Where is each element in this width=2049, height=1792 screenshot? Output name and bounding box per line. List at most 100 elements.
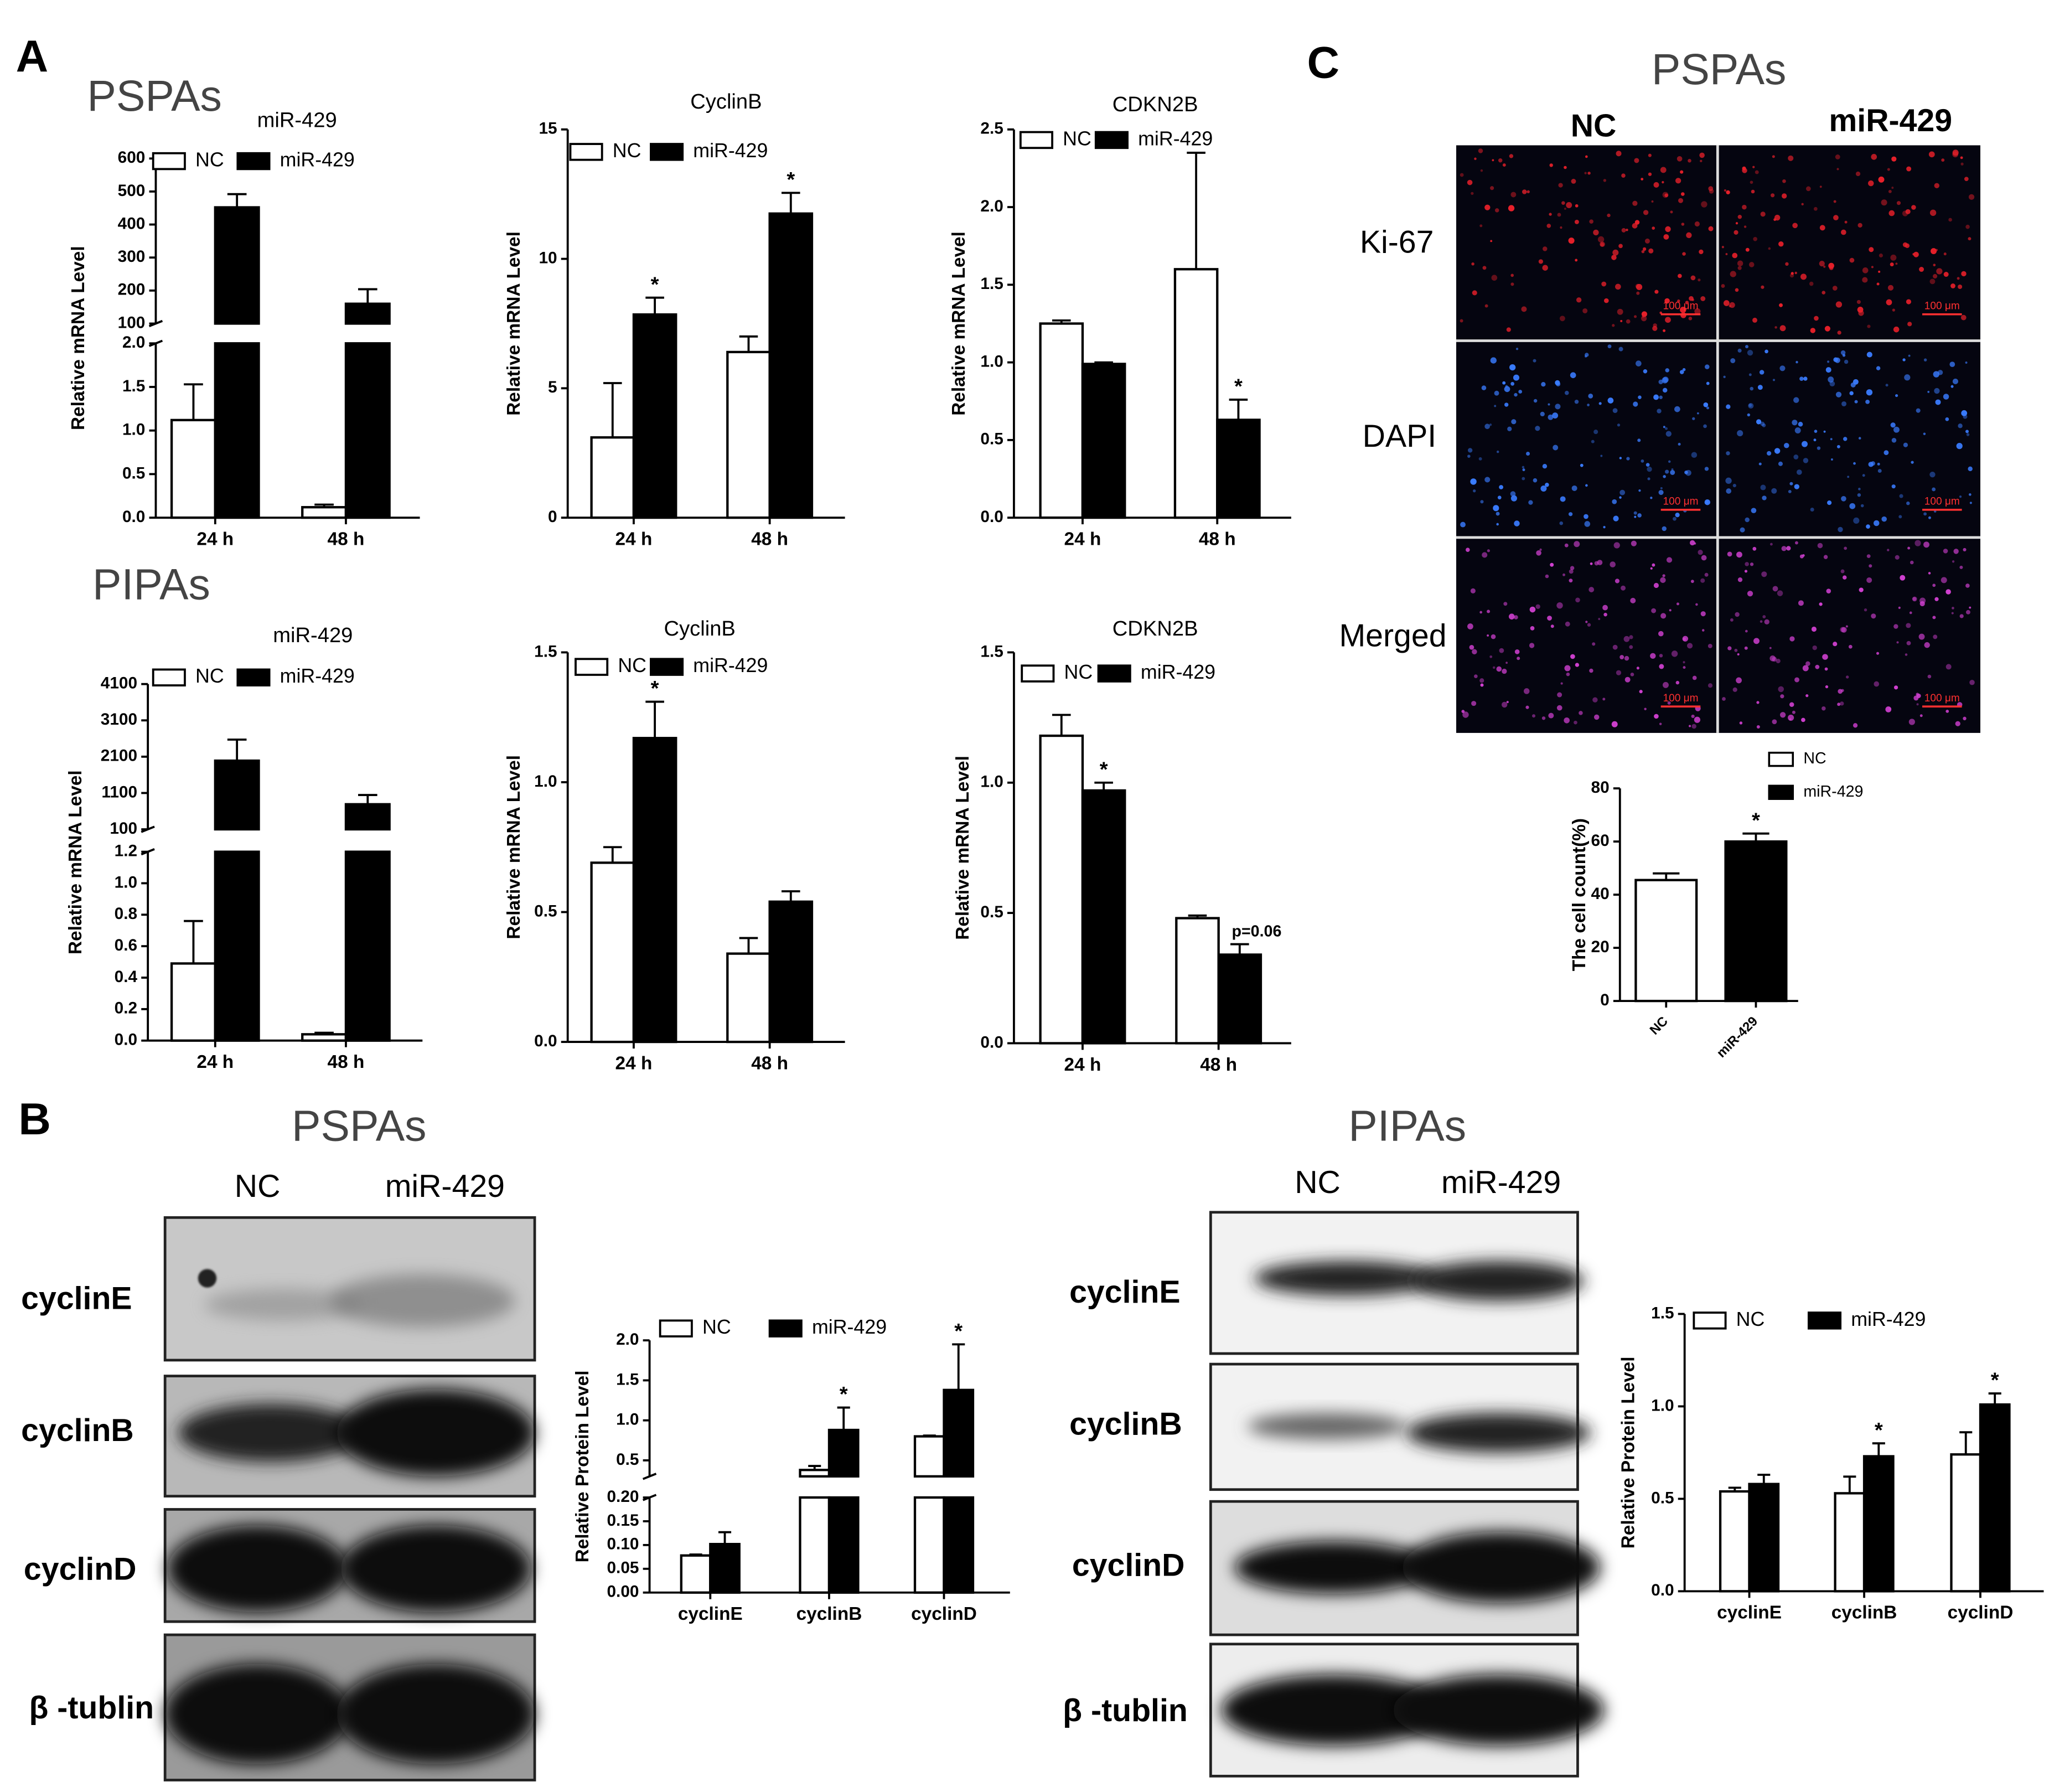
cell-dot (1703, 424, 1707, 428)
cell-dot (1823, 430, 1826, 433)
legend-swatch (650, 143, 684, 161)
cell-dot (1879, 253, 1883, 258)
cell-dot (1774, 448, 1781, 454)
cell-dot (1887, 549, 1890, 551)
cell-dot (1701, 555, 1707, 561)
cell-dot (1838, 526, 1843, 533)
cell-dot (1669, 609, 1672, 612)
cell-dot (1794, 484, 1799, 489)
cell-dot (1694, 221, 1700, 227)
bar (768, 212, 814, 519)
cell-dot (1745, 562, 1749, 566)
cell-dot (1482, 266, 1487, 270)
cell-dot (1735, 222, 1738, 225)
cell-dot (1496, 512, 1500, 516)
cell-dot (1514, 649, 1520, 654)
y-tick-label: 0.4 (115, 968, 138, 986)
cell-dot (1545, 574, 1549, 579)
cell-dot (1927, 391, 1930, 393)
cell-dot (1849, 503, 1856, 509)
cell-dot (1810, 328, 1816, 333)
cell-dot (1517, 657, 1520, 660)
x-tick-label: 48 h (751, 1053, 788, 1073)
cell-dot (1560, 496, 1566, 502)
bar (214, 759, 260, 831)
cell-dot (1835, 391, 1842, 397)
cell-dot (1639, 690, 1643, 694)
cell-dot (1828, 262, 1834, 269)
cell-dot (1812, 645, 1817, 650)
cell-dot (1694, 308, 1701, 315)
cell-dot (1556, 705, 1562, 711)
cell-dot (1564, 390, 1569, 395)
cell-dot (1747, 349, 1753, 356)
cell-dot (1751, 508, 1757, 514)
legend-label: miR-429 (1851, 1308, 1926, 1330)
cell-dot (1621, 173, 1626, 178)
cell-dot (1613, 542, 1620, 549)
cell-dot (1778, 461, 1783, 466)
cell-dot (1750, 386, 1754, 391)
cell-dot (1689, 725, 1691, 727)
lane-label: miR-429 (385, 1169, 505, 1204)
legend-swatch (1807, 1311, 1842, 1330)
cell-dot (1663, 475, 1666, 478)
bar (1719, 1490, 1751, 1593)
cell-dot (1484, 424, 1490, 430)
cell-dot (1494, 208, 1499, 213)
cell-dot (1489, 655, 1493, 658)
cell-dot (1575, 597, 1580, 603)
bar (726, 350, 771, 519)
cell-dot (1670, 469, 1675, 475)
cell-dot (1570, 654, 1575, 659)
cell-dot (1730, 271, 1736, 277)
legend-label: NC (618, 654, 646, 676)
cell-dot (1769, 647, 1772, 649)
bar (768, 900, 814, 1044)
cell-dot (1853, 379, 1859, 385)
cell-dot (1510, 495, 1517, 502)
cell-dot (1935, 399, 1941, 405)
cell-dot (1844, 359, 1849, 364)
legend-label: miR-429 (280, 149, 355, 171)
cell-dot (1857, 493, 1861, 497)
y-tick-label: 15 (539, 120, 557, 138)
legend-label: miR-429 (1803, 783, 1863, 801)
y-tick-label: 0.05 (607, 1559, 639, 1577)
cell-dot (1692, 417, 1695, 420)
band (1393, 1674, 1605, 1746)
significance: * (1100, 757, 1108, 781)
cell-dot (1881, 199, 1887, 206)
cell-dot (1602, 605, 1608, 611)
cell-dot (1637, 438, 1641, 442)
cell-dot (1479, 678, 1484, 683)
cell-dot (1504, 386, 1510, 393)
cell-dot (1612, 324, 1615, 327)
scale-bar-label: 100 μm (1924, 301, 1960, 312)
cell-dot (1535, 604, 1540, 609)
cell-dot (1968, 466, 1973, 472)
cell-dot (1494, 405, 1497, 407)
cell-dot (1902, 358, 1906, 362)
cell-dot (1726, 404, 1731, 409)
cell-dot (1662, 526, 1667, 531)
cell-dot (1699, 249, 1704, 255)
cell-dot (1682, 637, 1686, 641)
heading: PIPAs (1348, 1101, 1466, 1150)
cell-dot (1708, 683, 1713, 688)
cell-dot (1678, 442, 1681, 446)
cell-dot (1561, 201, 1565, 205)
band (1234, 1541, 1433, 1594)
cell-dot (1619, 489, 1626, 495)
cell-dot (1574, 399, 1579, 404)
cell-dot (1929, 472, 1936, 478)
cell-dot (1470, 588, 1476, 593)
bar (1081, 789, 1126, 1045)
cell-dot (1471, 192, 1474, 195)
y-axis-label: Relative Protein Level (1618, 1356, 1638, 1548)
legend-label: NC (1736, 1308, 1765, 1330)
y-tick-label: 100 (118, 313, 146, 332)
cell-dot (1953, 549, 1959, 554)
x-tick-label: cyclinD (1948, 1603, 2014, 1623)
y-tick-label: 0.6 (115, 936, 137, 954)
